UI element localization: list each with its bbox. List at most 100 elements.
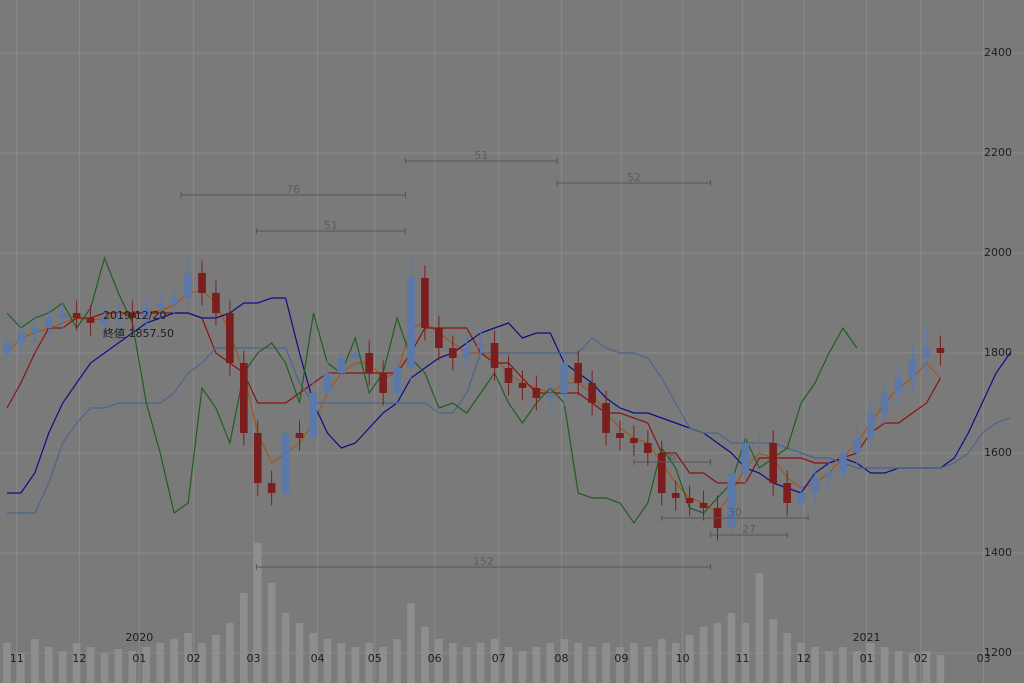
volume-bar <box>894 651 903 683</box>
info-date: 2019/12/20 <box>103 309 166 322</box>
x-tick-label: 09 <box>614 652 628 665</box>
candle-body <box>922 348 931 358</box>
volume-bar <box>755 573 764 683</box>
volume-bar <box>407 603 415 683</box>
volume-bar <box>811 647 819 683</box>
volume-bar <box>727 613 736 683</box>
candle-body <box>769 443 778 483</box>
candle-body <box>644 443 652 453</box>
y-tick-label: 2400 <box>984 46 1012 59</box>
y-tick-label: 2000 <box>984 246 1012 259</box>
volume-bar <box>365 643 374 683</box>
candle-body <box>379 373 387 393</box>
candle-body <box>142 308 151 318</box>
candle-body <box>657 453 666 493</box>
candle-body <box>727 473 736 528</box>
x-tick-label: 11 <box>10 652 24 665</box>
indicator-line <box>6 256 858 525</box>
candle-body <box>44 318 53 328</box>
year-label: 2020 <box>125 631 153 644</box>
volume-bar <box>797 643 805 683</box>
measure-label: 152 <box>473 555 494 568</box>
x-tick-label: 06 <box>428 652 442 665</box>
candle-body <box>253 433 262 483</box>
candle-body <box>908 358 917 378</box>
y-tick-label: 1800 <box>984 346 1012 359</box>
volume-bar <box>616 647 624 683</box>
candle-body <box>198 273 206 293</box>
volume-bar <box>532 647 541 683</box>
volume-bar <box>212 635 220 683</box>
candle-body <box>839 453 847 473</box>
candle-body <box>811 478 819 493</box>
volume-bar <box>435 639 443 683</box>
candle-body <box>58 313 67 318</box>
candle-body <box>17 333 25 343</box>
candle-body <box>86 318 95 323</box>
candle-body <box>407 278 415 368</box>
x-tick-label: 04 <box>311 652 325 665</box>
candles <box>3 255 945 541</box>
volume-bar <box>588 647 596 683</box>
volume-bar <box>574 643 583 683</box>
candle-body <box>462 348 471 358</box>
volume-bar <box>783 633 791 683</box>
candle-body <box>574 363 583 383</box>
candle-body <box>309 393 318 438</box>
volume-bar <box>184 633 192 683</box>
indicator-line <box>6 312 941 484</box>
candle-body <box>894 378 903 393</box>
candle-body <box>295 433 304 438</box>
x-tick-label: 12 <box>797 652 811 665</box>
volume-bar <box>393 639 401 683</box>
volume-bar <box>58 651 67 683</box>
x-tick-label: 07 <box>492 652 506 665</box>
volume-bar <box>3 643 11 683</box>
volume-bar <box>379 647 387 683</box>
x-tick-label: 01 <box>860 652 874 665</box>
x-tick-label: 08 <box>554 652 568 665</box>
x-tick-label: 05 <box>368 652 382 665</box>
volume-bar <box>100 653 109 683</box>
candle-body <box>936 348 945 353</box>
volume-bar <box>741 623 750 683</box>
volume-bar <box>323 639 332 683</box>
measure-label: 51 <box>474 149 488 162</box>
candle-body <box>156 303 165 308</box>
candle-body <box>699 503 708 508</box>
candle-body <box>476 343 485 348</box>
indicator-line <box>6 289 941 514</box>
candle-body <box>616 433 624 438</box>
candle-body <box>72 313 81 318</box>
candle-body <box>393 368 401 393</box>
volume-bar <box>671 643 680 683</box>
volume-bar <box>267 583 276 683</box>
volume-bar <box>72 643 81 683</box>
volume-bar <box>560 639 569 683</box>
year-label: 2021 <box>853 631 881 644</box>
y-tick-label: 1200 <box>984 646 1012 659</box>
candle-body <box>518 383 527 388</box>
volume-bar <box>866 643 875 683</box>
volume-bar <box>657 639 666 683</box>
volume-bar <box>142 647 151 683</box>
volume-bar <box>17 653 25 683</box>
candle-body <box>546 393 555 398</box>
volume-bar <box>128 651 137 683</box>
volume-bar <box>504 647 513 683</box>
volume-bar <box>198 643 206 683</box>
candle-body <box>239 363 248 433</box>
candle-body <box>212 293 220 313</box>
volume-bar <box>476 643 485 683</box>
x-tick-label: 12 <box>72 652 86 665</box>
candle-body <box>448 348 457 358</box>
candle-body <box>100 318 109 323</box>
volume <box>3 543 945 683</box>
measure-label: 30 <box>728 506 742 519</box>
candle-body <box>170 298 178 303</box>
axis-labels: 1200 1400 1600 1800 2000 2200 2400 11 12 01 02 03 04… <box>10 46 1012 665</box>
volume-bar <box>490 639 499 683</box>
candle-body <box>365 353 374 373</box>
